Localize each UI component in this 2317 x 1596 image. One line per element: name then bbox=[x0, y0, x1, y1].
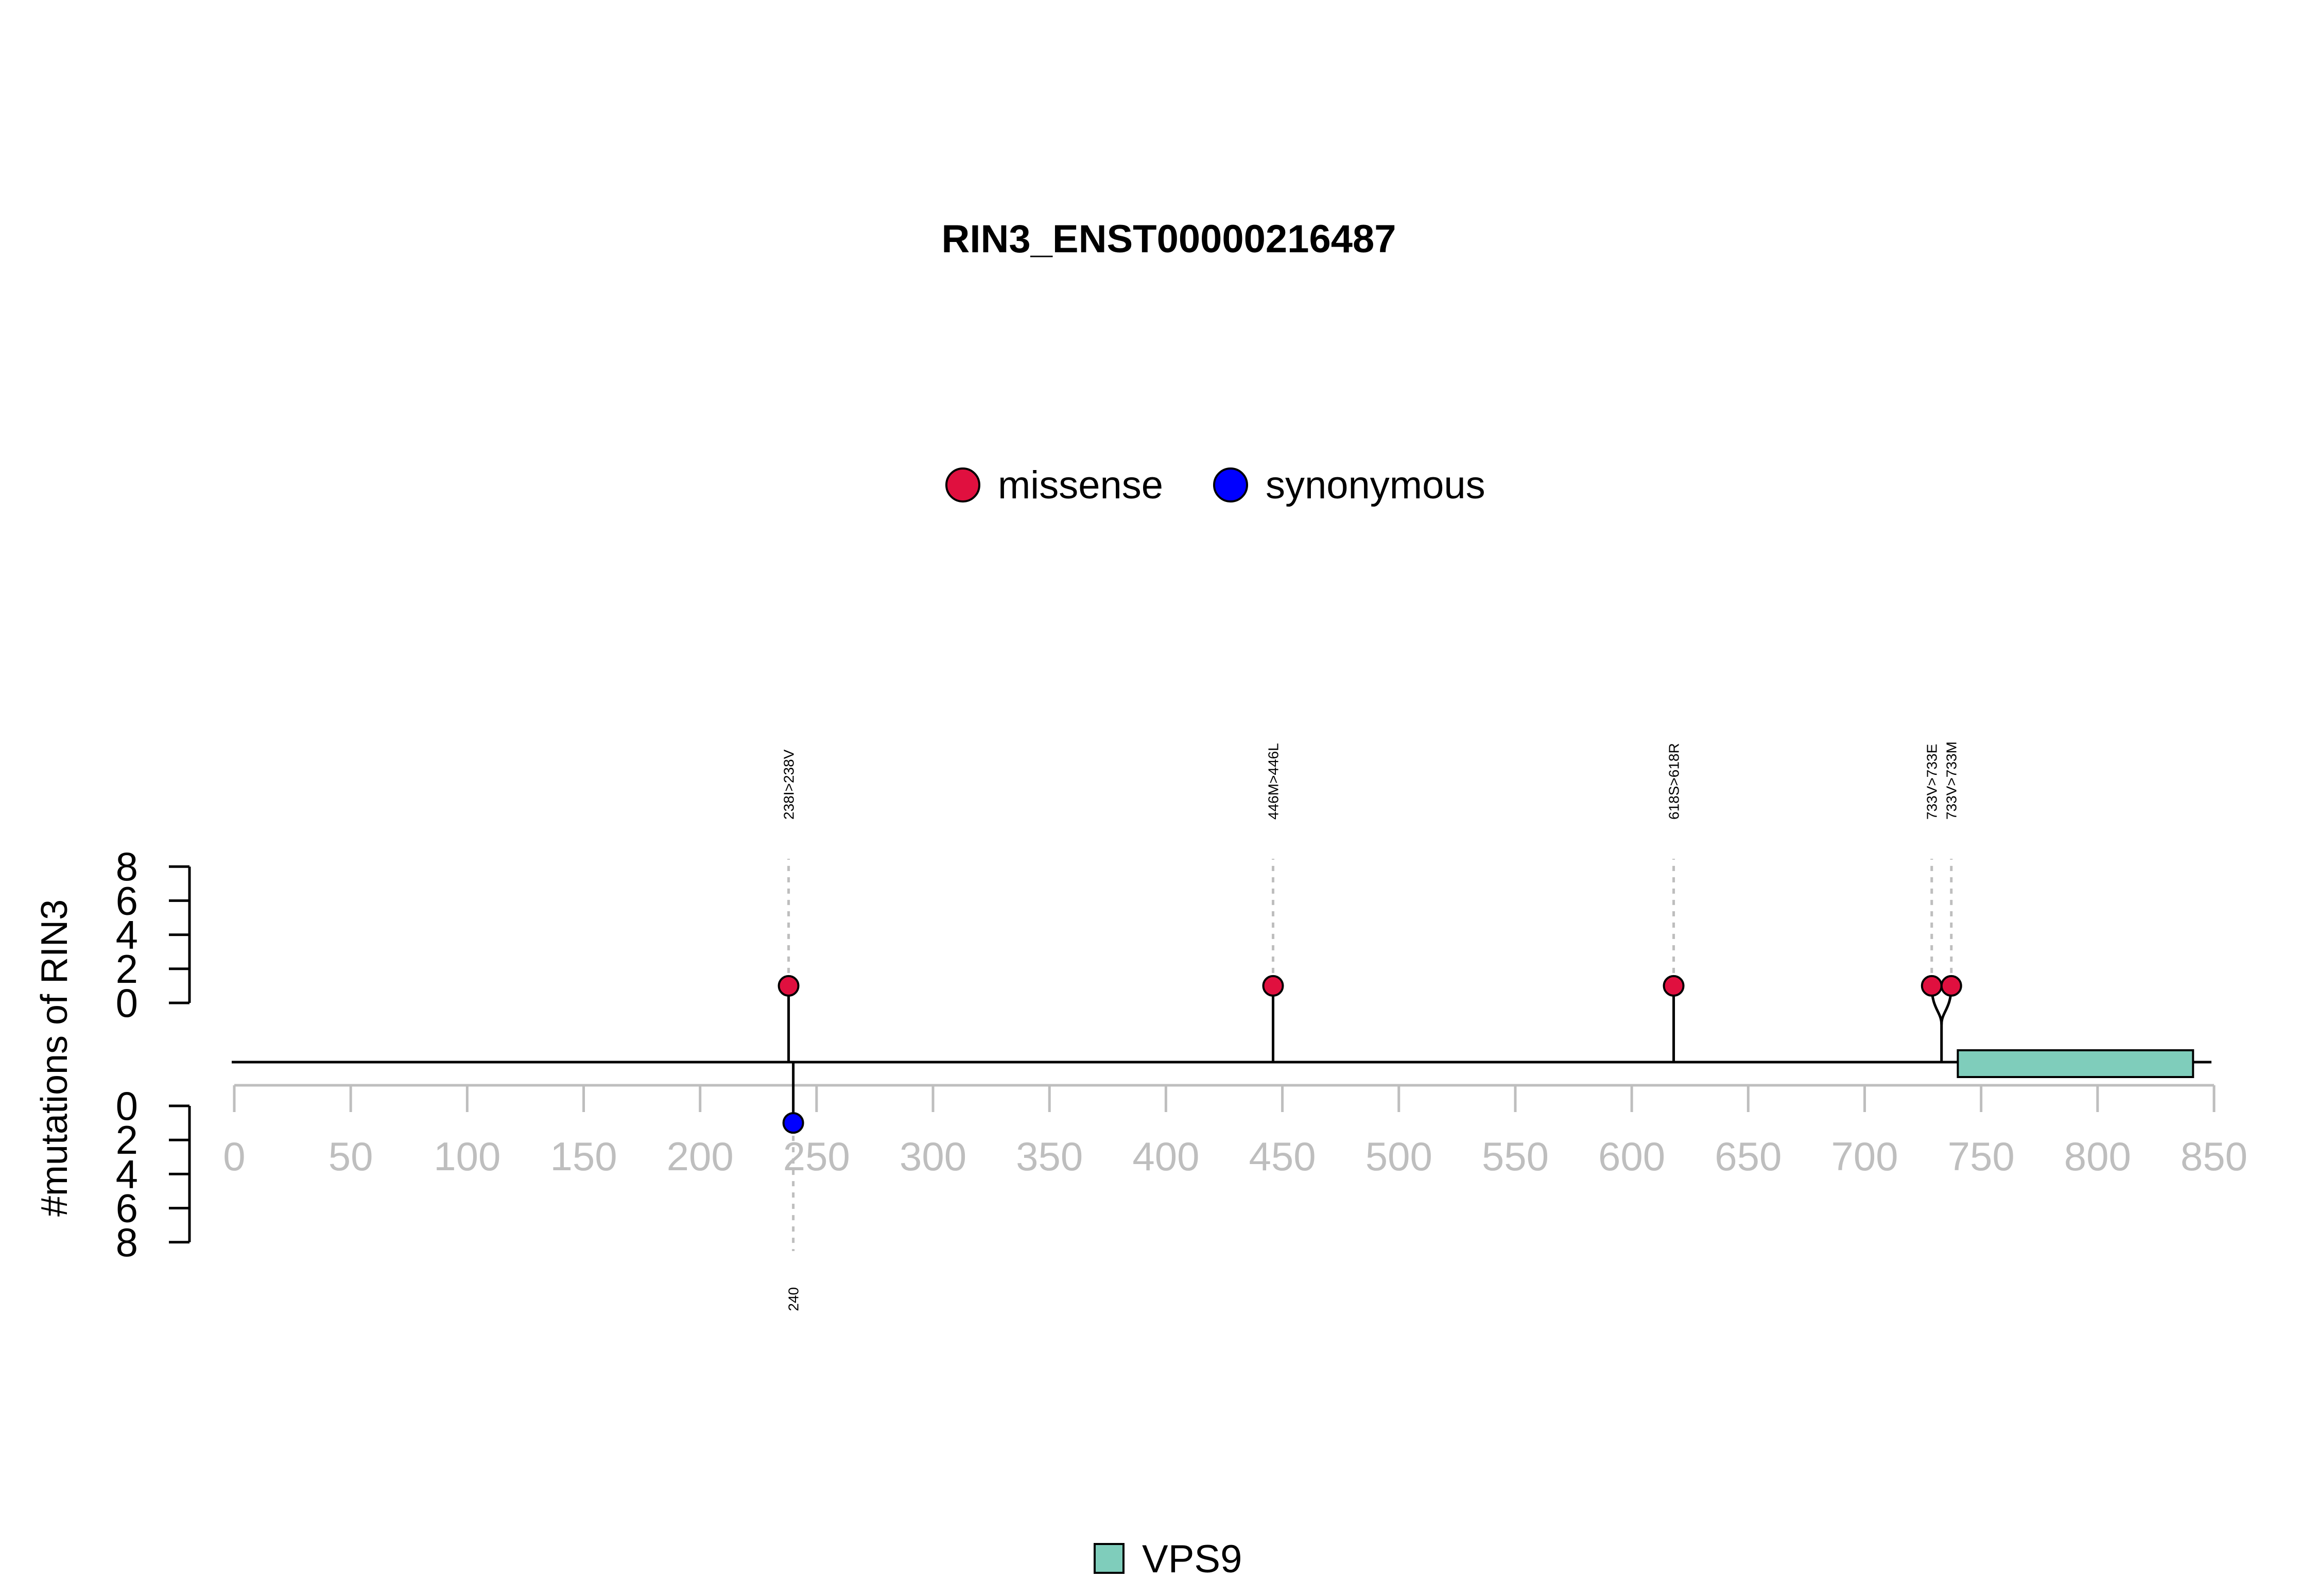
mutation-label: 240 bbox=[786, 1287, 802, 1311]
mutation-label: 733V>733M bbox=[1944, 741, 1960, 820]
mutation-point bbox=[1940, 975, 1962, 997]
mutation-point bbox=[1262, 975, 1284, 997]
y-top-tick-label: 8 bbox=[116, 844, 138, 889]
legend-label-missense: missense bbox=[998, 463, 1163, 507]
y-top-tick-label: 6 bbox=[116, 878, 138, 923]
mutation-point bbox=[1663, 975, 1685, 997]
domain-VPS9 bbox=[1957, 1049, 2194, 1078]
y-bottom-tick-label: 4 bbox=[116, 1151, 138, 1196]
x-tick-label: 700 bbox=[1831, 1134, 1898, 1179]
domain-track bbox=[1957, 1049, 2194, 1078]
mutation-label: 446M>446L bbox=[1265, 743, 1281, 820]
mutation-point bbox=[782, 1112, 804, 1134]
legend-label-synonymous: synonymous bbox=[1266, 463, 1485, 507]
x-tick-label: 750 bbox=[1948, 1134, 2015, 1179]
legend-marker-synonymous bbox=[1213, 467, 1248, 502]
y-bottom-tick-label: 0 bbox=[116, 1083, 138, 1129]
x-tick-label: 650 bbox=[1715, 1134, 1782, 1179]
x-tick-label: 150 bbox=[550, 1134, 617, 1179]
x-tick-label: 500 bbox=[1365, 1134, 1432, 1179]
x-tick-label: 300 bbox=[900, 1134, 966, 1179]
y-axis-label: #mutations of RIN3 bbox=[34, 899, 75, 1217]
mutation-point bbox=[1921, 975, 1943, 997]
legend-label-VPS9: VPS9 bbox=[1142, 1537, 1242, 1581]
mutations-bottom: 240 bbox=[782, 1062, 804, 1311]
x-tick-label: 800 bbox=[2064, 1134, 2131, 1179]
mutation-label: 733V>733E bbox=[1924, 744, 1940, 820]
y-bottom-tick-label: 6 bbox=[116, 1186, 138, 1231]
y-top-tick-label: 4 bbox=[116, 912, 138, 958]
y-top-tick-label: 0 bbox=[116, 980, 138, 1026]
x-tick-label: 550 bbox=[1482, 1134, 1549, 1179]
y-top-tick-label: 2 bbox=[116, 946, 138, 992]
x-tick-label: 850 bbox=[2181, 1134, 2247, 1179]
x-tick-label: 350 bbox=[1016, 1134, 1083, 1179]
x-tick-label: 600 bbox=[1598, 1134, 1665, 1179]
mutation-point bbox=[777, 975, 800, 997]
y-bottom-tick-label: 2 bbox=[116, 1117, 138, 1163]
legend-mutation-types: missense synonymous bbox=[945, 463, 1485, 507]
mutation-label: 238I>238V bbox=[781, 749, 797, 820]
mutation-label: 618S>618R bbox=[1666, 743, 1682, 820]
legend-marker-missense bbox=[945, 467, 980, 502]
x-tick-label: 100 bbox=[434, 1134, 500, 1179]
mutations-top: 238I>238V 446M>446L 618S>618R 733V>733E 733V… bbox=[777, 741, 1962, 1062]
x-tick-label: 450 bbox=[1249, 1134, 1316, 1179]
x-tick-label: 200 bbox=[667, 1134, 734, 1179]
legend-swatch-VPS9 bbox=[1094, 1543, 1125, 1574]
y-bottom-tick-label: 8 bbox=[116, 1220, 138, 1265]
legend-domains: VPS9 bbox=[1094, 1537, 1242, 1581]
x-tick-label: 50 bbox=[328, 1134, 373, 1179]
x-tick-label: 400 bbox=[1132, 1134, 1199, 1179]
x-tick-label: 0 bbox=[223, 1134, 245, 1179]
x-axis: 0 50 100 150 200 250 300 350 400 450 500 550 600 650 7… bbox=[223, 1084, 2247, 1179]
chart-title: RIN3_ENST00000216487 bbox=[941, 217, 1396, 261]
